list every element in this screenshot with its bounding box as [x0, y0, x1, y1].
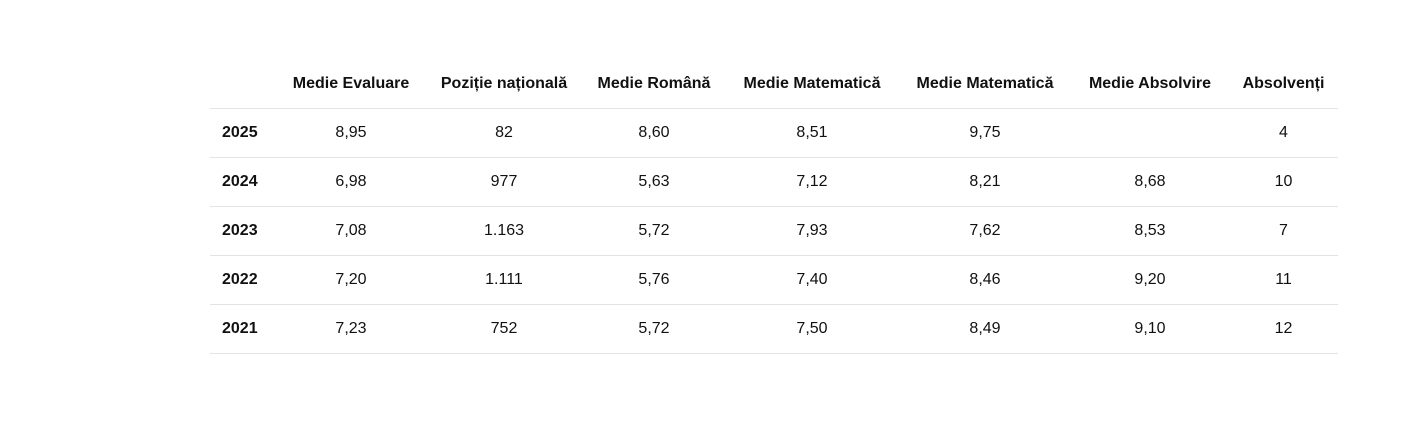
value-cell: 8,95 — [277, 108, 425, 158]
value-cell: 7,20 — [277, 255, 425, 305]
value-cell: 5,72 — [583, 304, 725, 354]
value-cell: 7,23 — [277, 304, 425, 354]
value-cell: 6,98 — [277, 157, 425, 207]
table-row: 2024 6,98 977 5,63 7,12 8,21 8,68 10 — [210, 157, 1338, 207]
value-cell: 8,49 — [899, 304, 1071, 354]
column-header: Absolvenți — [1229, 60, 1338, 109]
year-cell: 2023 — [210, 206, 277, 256]
year-cell: 2021 — [210, 304, 277, 354]
value-cell: 752 — [425, 304, 583, 354]
year-cell: 2022 — [210, 255, 277, 305]
value-cell: 9,10 — [1071, 304, 1229, 354]
value-cell: 5,76 — [583, 255, 725, 305]
column-header: Medie Evaluare — [277, 60, 425, 109]
column-header: Medie Absolvire — [1071, 60, 1229, 109]
value-cell: 5,72 — [583, 206, 725, 256]
value-cell: 4 — [1229, 108, 1338, 158]
value-cell: 8,53 — [1071, 206, 1229, 256]
value-cell — [1071, 108, 1229, 158]
column-header: Medie Română — [583, 60, 725, 109]
value-cell: 7,12 — [725, 157, 899, 207]
value-cell: 10 — [1229, 157, 1338, 207]
table-row: 2025 8,95 82 8,60 8,51 9,75 4 — [210, 108, 1338, 158]
value-cell: 8,51 — [725, 108, 899, 158]
value-cell: 7,40 — [725, 255, 899, 305]
year-cell: 2025 — [210, 108, 277, 158]
table-row: 2021 7,23 752 5,72 7,50 8,49 9,10 12 — [210, 304, 1338, 354]
corner-cell — [210, 60, 277, 109]
value-cell: 11 — [1229, 255, 1338, 305]
column-header: Poziție națională — [425, 60, 583, 109]
value-cell: 7,93 — [725, 206, 899, 256]
column-header: Medie Matematică — [725, 60, 899, 109]
value-cell: 8,60 — [583, 108, 725, 158]
value-cell: 977 — [425, 157, 583, 207]
value-cell: 9,75 — [899, 108, 1071, 158]
value-cell: 8,46 — [899, 255, 1071, 305]
header-row: Medie Evaluare Poziție națională Medie Rom… — [210, 60, 1338, 109]
value-cell: 7 — [1229, 206, 1338, 256]
value-cell: 9,20 — [1071, 255, 1229, 305]
value-cell: 1.111 — [425, 255, 583, 305]
value-cell: 7,62 — [899, 206, 1071, 256]
column-header: Medie Matematică — [899, 60, 1071, 109]
value-cell: 8,68 — [1071, 157, 1229, 207]
value-cell: 1.163 — [425, 206, 583, 256]
table-row: 2023 7,08 1.163 5,72 7,93 7,62 8,53 7 — [210, 206, 1338, 256]
value-cell: 82 — [425, 108, 583, 158]
value-cell: 7,08 — [277, 206, 425, 256]
value-cell: 12 — [1229, 304, 1338, 354]
table-body: 2025 8,95 82 8,60 8,51 9,75 4 2024 6,98 977 5,63 7,… — [210, 108, 1338, 354]
year-cell: 2024 — [210, 157, 277, 207]
value-cell: 8,21 — [899, 157, 1071, 207]
value-cell: 5,63 — [583, 157, 725, 207]
results-table: Medie Evaluare Poziție națională Medie Rom… — [210, 60, 1338, 354]
table-row: 2022 7,20 1.111 5,76 7,40 8,46 9,20 11 — [210, 255, 1338, 305]
value-cell: 7,50 — [725, 304, 899, 354]
